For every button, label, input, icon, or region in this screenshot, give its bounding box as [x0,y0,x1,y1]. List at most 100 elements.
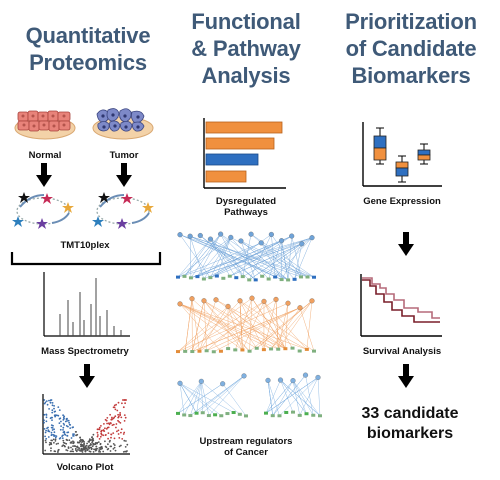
network-node [309,298,315,304]
network-edge [279,377,319,416]
ms-down-arrow-icon [79,364,95,388]
volcano-point [120,428,123,431]
gene-down-arrow-icon [398,232,414,256]
volcano-point [86,449,89,452]
volcano-point [48,399,50,402]
network-node [237,412,242,416]
network-node [277,377,284,383]
volcano-point [98,438,101,440]
network-edge [263,301,293,349]
volcano-point [116,409,119,412]
volcano-point [113,444,116,446]
volcano-point [66,449,69,452]
volcano-point [113,437,116,440]
volcano-point [55,443,58,445]
result-line2: biomarkers [366,425,454,442]
volcano-point [50,447,52,450]
network-edge [229,243,302,277]
volcano-point [107,422,110,425]
volcano-point [50,431,53,434]
network-edge [249,234,272,280]
volcano-point [49,401,52,404]
volcano-point [69,424,72,426]
network-node [286,278,291,282]
volcano-point [57,414,60,417]
regulator-network-2 [176,295,316,354]
volcano-point [51,402,54,404]
volcano-point [45,437,48,440]
volcano-point [109,439,111,442]
network-edge [281,240,289,280]
network-edge [294,237,313,280]
volcano-point [72,450,75,453]
volcano-point [104,445,107,448]
network-edge [230,237,269,280]
volcano-point [62,431,65,434]
network-edge [249,298,253,352]
network-edge [177,381,202,414]
network-node [225,412,230,416]
network-node [213,297,219,303]
pathway-bar-chart [203,118,286,189]
network-node [187,233,193,239]
volcano-point [46,403,49,406]
network-edge [292,380,307,414]
network-edge [179,303,272,350]
network-node [220,381,226,387]
network-edge [177,237,231,278]
volcano-point [71,442,73,444]
volcano-point [57,406,60,408]
regulator-network-4 [264,372,322,418]
volcano-point [69,450,72,453]
volcano-point [58,422,61,424]
network-node [283,347,288,351]
network-node [227,274,232,278]
volcano-point [53,431,56,434]
volcano-point [100,425,102,427]
volcano-point [119,413,121,416]
network-edge [272,374,306,416]
volcano-point [80,443,83,445]
network-edge [317,377,321,416]
volcano-point [62,429,64,431]
network-edge [196,375,245,414]
network-node [266,277,271,281]
volcano-point [86,442,88,445]
volcano-point [87,445,90,448]
network-node [233,348,238,352]
volcano-point [44,431,47,434]
volcano-point [48,443,51,446]
volcano-point [58,418,61,420]
network-edge [190,235,282,280]
volcano-point [125,440,127,442]
network-node [277,414,282,418]
network-node [197,349,202,353]
volcano-point [110,418,113,420]
volcano-point [124,416,127,419]
volcano-point [122,433,125,435]
tumor-label: Tumor [109,150,139,161]
volcano-point [53,428,55,431]
network-edge [292,380,314,416]
volcano-point [50,399,53,401]
network-edge [179,383,216,415]
pathways-label-line2: Pathways [224,207,268,218]
network-edge [208,375,245,416]
volcano-point [43,413,46,416]
network-edge [197,237,231,277]
regulator-network-1 [176,231,316,282]
network-edge [201,381,210,416]
network-edge [199,299,217,352]
network-node [285,300,291,306]
volcano-point [72,435,75,437]
network-edge [202,375,245,413]
volcano-point [102,450,105,453]
normal-tissue-icon [14,110,76,140]
network-node [225,303,231,309]
volcano-point [117,429,120,432]
volcano-point [121,438,124,440]
volcano-point [74,445,77,448]
volcano-point [50,449,52,452]
volcano-point [123,439,126,442]
volcano-point [54,414,57,417]
